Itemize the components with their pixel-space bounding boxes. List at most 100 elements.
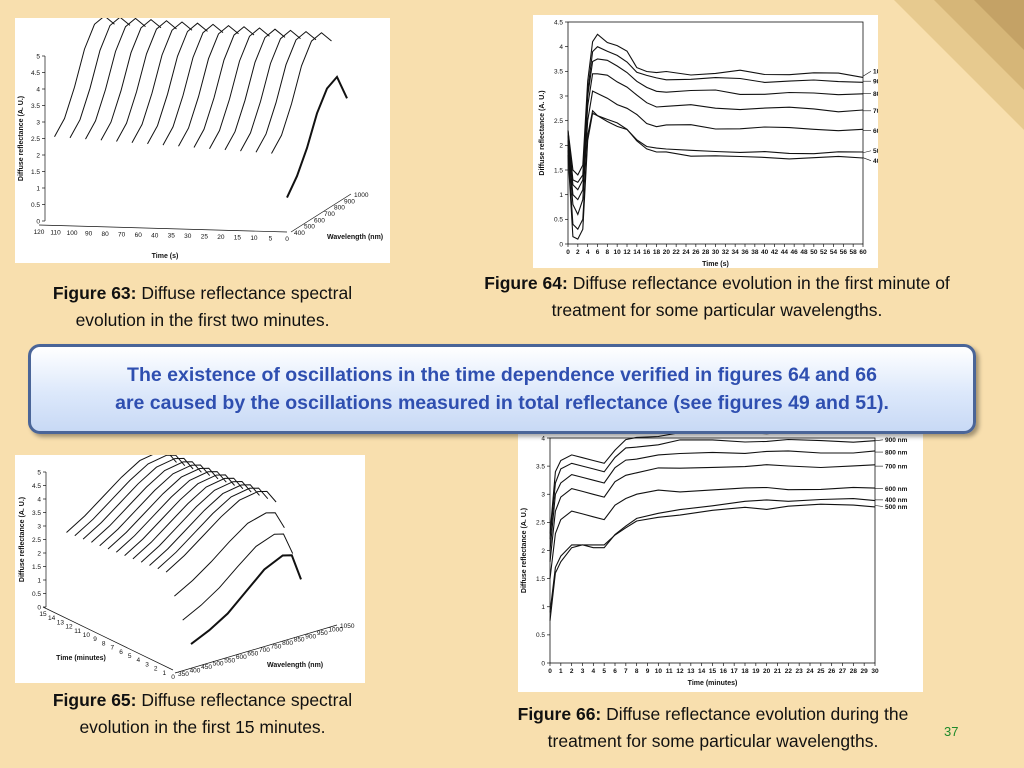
wavelength-tick-label: 750 xyxy=(271,644,282,651)
x-tick-label: 20 xyxy=(663,249,671,256)
legend-leader xyxy=(874,505,884,507)
figure-65-caption-label: Figure 65: xyxy=(52,690,137,710)
x-tick-label: 1 xyxy=(559,668,563,675)
figure-66-caption-label: Figure 66: xyxy=(517,704,602,724)
x-tick-label: 50 xyxy=(810,249,818,256)
x-tick-label: 52 xyxy=(820,249,828,256)
x-tick-label: 46 xyxy=(791,249,799,256)
wavelength-tick-label: 400 xyxy=(190,668,201,675)
y-tick-label: 0.5 xyxy=(31,202,40,209)
spectrum-slice xyxy=(124,474,235,556)
spectrum-slice xyxy=(209,27,270,149)
series-line xyxy=(567,73,864,201)
spectrum-slice xyxy=(54,18,115,137)
y-tick-label: 3.5 xyxy=(31,103,40,110)
legend-leader xyxy=(862,71,872,77)
x-tick-label: 6 xyxy=(596,249,600,256)
x-tick-label: 27 xyxy=(839,668,847,675)
time-tick-label: 5 xyxy=(269,236,273,243)
series-line xyxy=(567,33,864,176)
x-tick-label: 4 xyxy=(592,668,596,675)
spectrum-slice xyxy=(140,480,252,563)
spectrum-slice xyxy=(131,21,193,143)
time-tick-label: 110 xyxy=(50,229,61,236)
series-line xyxy=(549,438,876,540)
spectrum-slice xyxy=(190,554,302,645)
x-tick-label: 22 xyxy=(785,668,793,675)
legend-leader xyxy=(874,439,884,442)
x-tick-label: 5 xyxy=(602,668,606,675)
x-tick-label: 9 xyxy=(646,668,650,675)
series-line xyxy=(549,503,876,621)
x-tick-label: 15 xyxy=(709,668,717,675)
legend-label: 1000 nm xyxy=(873,69,878,76)
x-tick-label: 20 xyxy=(763,668,771,675)
x-tick-label: 0 xyxy=(548,668,552,675)
y-tick-label: 1 xyxy=(541,604,545,611)
x-tick-label: 8 xyxy=(606,249,610,256)
y-tick-label: 4 xyxy=(37,496,41,503)
time-tick-label: 4 xyxy=(137,657,141,664)
x-tick-label: 48 xyxy=(800,249,808,256)
spectrum-slice xyxy=(91,461,202,543)
x-tick-label: 29 xyxy=(861,668,869,675)
legend-label: 600 nm xyxy=(885,486,908,493)
spectrum-slice xyxy=(224,28,286,151)
wavelength-tick-label: 1000 xyxy=(354,192,369,199)
spectrum-slice xyxy=(66,455,177,533)
spectrum-slice xyxy=(286,75,348,199)
spectrum-slice xyxy=(255,30,317,153)
spectrum-slice xyxy=(174,512,285,597)
legend-label: 400 nm xyxy=(885,497,908,504)
plot-frame xyxy=(549,437,876,664)
legend-label: 800 nm xyxy=(873,91,878,98)
callout-line-1: The existence of oscillations in the tim… xyxy=(127,364,877,386)
spectrum-slice xyxy=(240,29,301,152)
x-tick-label: 19 xyxy=(752,668,760,675)
y-tick-label: 0 xyxy=(37,604,41,611)
time-tick-label: 35 xyxy=(168,233,176,240)
series-line xyxy=(567,90,864,216)
y-tick-label: 4.5 xyxy=(31,70,40,77)
legend-label: 500 nm xyxy=(885,504,908,511)
y-tick-label: 3 xyxy=(541,492,545,499)
wavelength-tick-label: 500 xyxy=(213,661,224,668)
time-tick-label: 3 xyxy=(145,661,149,668)
wavelength-tick-label: 700 xyxy=(324,211,335,218)
x-tick-label: 25 xyxy=(817,668,825,675)
x-tick-label: 24 xyxy=(806,668,814,675)
wavelength-tick-label: 850 xyxy=(294,637,305,644)
y-tick-label: 2.5 xyxy=(536,520,545,527)
y-tick-label: 5 xyxy=(36,53,40,60)
x-tick-label: 18 xyxy=(741,668,749,675)
spectrum-slice xyxy=(182,533,294,621)
y-tick-label: 4 xyxy=(559,44,563,51)
x-tick-label: 2 xyxy=(570,668,574,675)
y-tick-label: 2.5 xyxy=(31,136,40,143)
page-number: 37 xyxy=(944,724,959,739)
wavelength-axis-label: Wavelength (nm) xyxy=(327,234,383,241)
time-tick-label: 25 xyxy=(201,234,209,241)
legend-label: 700 nm xyxy=(873,108,878,115)
x-tick-label: 10 xyxy=(655,668,663,675)
x-tick-label: 2 xyxy=(576,249,580,256)
y-tick-label: 3 xyxy=(36,119,40,126)
time-tick-label: 100 xyxy=(67,230,78,237)
time-axis-line xyxy=(42,606,174,671)
figure-63-chart: 0 0.5 1 1.5 2 2.5 3 3.5 4 4.5 5 Diffuse reflectance… xyxy=(18,18,383,260)
spectrum-slice xyxy=(162,23,224,146)
series-line xyxy=(549,464,876,562)
time-axis-label: Time (s) xyxy=(152,253,179,260)
y-tick-label: 1.5 xyxy=(536,576,545,583)
figure-64-caption: Figure 64: Diffuse reflectance evolution… xyxy=(462,270,972,324)
figure-63-caption-label: Figure 63: xyxy=(52,283,137,303)
y-tick-label: 0 xyxy=(541,660,545,667)
y-axis-label: Diffuse reflectance (A. U.) xyxy=(521,508,528,593)
spectrum-slice xyxy=(132,477,244,560)
x-tick-label: 8 xyxy=(635,668,639,675)
time-tick-label: 15 xyxy=(234,235,242,242)
spectrum-slice xyxy=(69,18,131,139)
figure-63-caption-text: Diffuse reflectance spectral evolution i… xyxy=(75,283,353,330)
x-tick-label: 12 xyxy=(676,668,684,675)
y-tick-label: 3.5 xyxy=(32,510,41,517)
